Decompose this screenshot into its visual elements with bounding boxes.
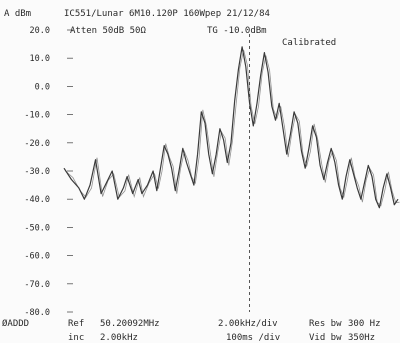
vid-bw-value: 350Hz bbox=[348, 333, 375, 343]
y-axis-ticks: 20.0 10.0 0.0 -10.0 -20.0 -30.0 -40.0 -50.0 -60.… bbox=[24, 26, 73, 318]
y-tick-label: -50.0 bbox=[24, 223, 50, 233]
marker-indicator: ØADDD bbox=[2, 318, 29, 329]
time-per-division: 100ms /div bbox=[226, 333, 280, 343]
y-tick-label: -80.0 bbox=[24, 308, 50, 318]
atten-text: Atten 50dB 50Ω bbox=[70, 26, 146, 36]
y-tick-label: -30.0 bbox=[24, 167, 50, 177]
tracking-generator-text: TG -10.0dBm bbox=[207, 26, 267, 36]
res-bw-label: Res bw bbox=[309, 319, 342, 329]
vid-bw-label: Vid bw bbox=[309, 333, 342, 343]
inc-label: inc bbox=[68, 333, 84, 343]
spectrum-trace bbox=[63, 46, 399, 209]
y-tick-label: -10.0 bbox=[24, 111, 50, 121]
y-tick-label: -20.0 bbox=[24, 139, 50, 149]
y-tick-label: 10.0 bbox=[30, 54, 50, 64]
inc-value: 2.00kHz bbox=[100, 333, 138, 343]
y-tick-label: -40.0 bbox=[24, 195, 50, 205]
y-tick-label: -70.0 bbox=[24, 280, 50, 290]
ref-frequency: 50.20092MHz bbox=[100, 319, 160, 329]
y-tick-label: 0.0 bbox=[35, 82, 50, 92]
calibrated-status: Calibrated bbox=[282, 38, 336, 48]
spectrum-trace-persistence bbox=[65, 49, 400, 207]
y-tick-label: -60.0 bbox=[24, 252, 50, 262]
title-text: IC551/Lunar 6M10.120P 160Wpep 21/12/84 bbox=[64, 9, 270, 19]
ref-label: Ref bbox=[68, 319, 84, 329]
unit-label: A dBm bbox=[4, 9, 31, 19]
res-bw-value: 300 Hz bbox=[348, 319, 381, 329]
frequency-per-division: 2.00kHz/div bbox=[218, 319, 278, 329]
y-tick-label: 20.0 bbox=[30, 26, 50, 36]
